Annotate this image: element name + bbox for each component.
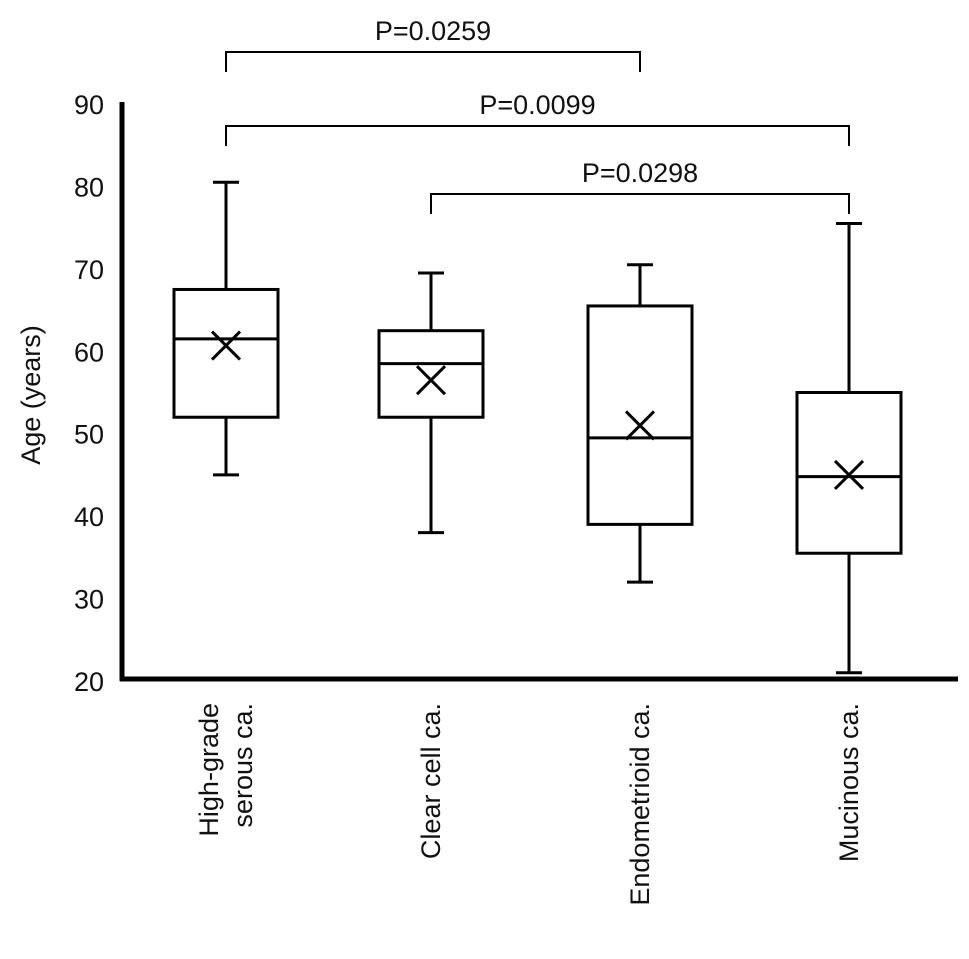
y-axis-title: Age (years) xyxy=(16,325,46,465)
p-value-label: P=0.0259 xyxy=(375,16,491,46)
y-ticks: 20 30 40 50 60 70 80 90 xyxy=(74,90,104,697)
box-group xyxy=(377,271,485,535)
boxes xyxy=(172,180,903,675)
iqr-box xyxy=(586,304,694,526)
y-tick-label: 90 xyxy=(74,90,104,120)
mean-marker xyxy=(210,330,242,361)
comparison-bracket: P=0.0259 xyxy=(225,16,641,72)
bracket-line xyxy=(225,125,850,146)
category-label: serous ca. xyxy=(228,703,258,828)
bracket-line xyxy=(225,51,641,72)
box-group xyxy=(586,263,694,584)
mean-marker xyxy=(415,365,447,396)
category-label: Endometrioid ca. xyxy=(625,703,655,906)
y-tick-label: 60 xyxy=(74,337,104,367)
comparison-bracket: P=0.0099 xyxy=(225,90,850,146)
y-tick-label: 70 xyxy=(74,255,104,285)
y-tick-label: 40 xyxy=(74,502,104,532)
axes: Age (years) xyxy=(16,102,958,682)
iqr-box xyxy=(795,391,903,555)
category-labels: High-grade serous ca. Clear cell ca. Endome… xyxy=(194,703,864,906)
comparison-bracket: P=0.0298 xyxy=(430,158,850,214)
p-value-label: P=0.0298 xyxy=(582,158,698,188)
mean-marker xyxy=(624,410,656,441)
y-tick-label: 50 xyxy=(74,420,104,450)
y-tick-label: 20 xyxy=(74,667,104,697)
y-tick-label: 30 xyxy=(74,585,104,615)
box-group xyxy=(795,222,903,675)
y-tick-label: 80 xyxy=(74,172,104,202)
iqr-box xyxy=(377,329,485,419)
bracket-line xyxy=(430,193,850,214)
iqr-box xyxy=(172,287,280,419)
category-label: Clear cell ca. xyxy=(416,703,446,859)
box-group xyxy=(172,180,280,477)
p-value-label: P=0.0099 xyxy=(479,90,595,120)
mean-marker xyxy=(833,459,865,490)
category-label: Mucinous ca. xyxy=(834,703,864,862)
category-label: High-grade xyxy=(194,703,224,837)
significance-brackets: P=0.0259 P=0.0099 P=0.0298 xyxy=(225,16,850,214)
